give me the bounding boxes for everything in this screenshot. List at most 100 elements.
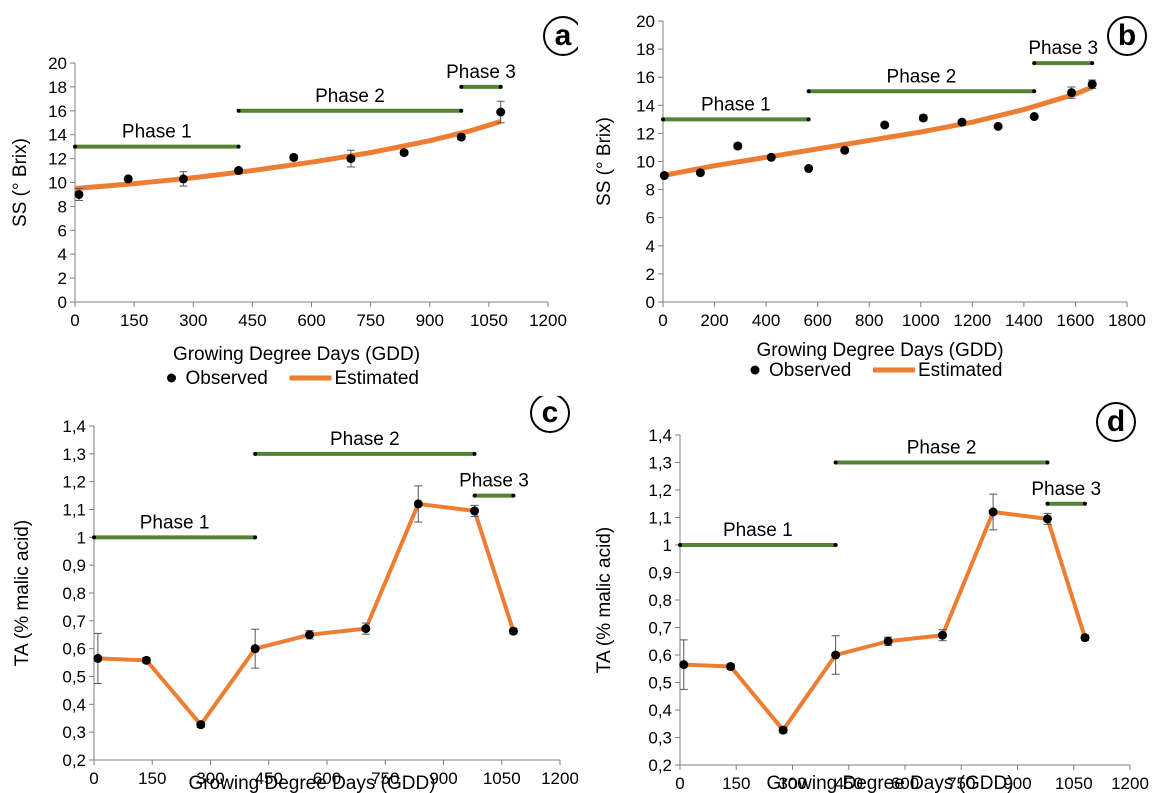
y-tick-label: 1,4 bbox=[648, 426, 672, 445]
y-tick-label: 4 bbox=[58, 245, 67, 264]
x-tick-label: 1600 bbox=[1057, 311, 1095, 330]
panel-badge bbox=[1107, 16, 1147, 56]
y-axis-title: SS (° Brix) bbox=[10, 138, 31, 227]
y-tick-label: 1,3 bbox=[648, 454, 672, 473]
observed-point bbox=[399, 148, 409, 158]
y-tick-label: 20 bbox=[636, 12, 655, 31]
phase-bar-end bbox=[511, 493, 516, 498]
x-tick-label: 150 bbox=[722, 774, 750, 793]
estimated-curve bbox=[662, 84, 1094, 179]
observed-point bbox=[456, 132, 466, 142]
x-tick-label: 1050 bbox=[470, 311, 508, 330]
observed-point bbox=[804, 164, 814, 174]
phase-bar-end bbox=[661, 117, 665, 122]
x-tick-label: 600 bbox=[313, 769, 341, 788]
observed-point bbox=[938, 630, 947, 640]
y-axis-title: SS (° Brix) bbox=[594, 117, 615, 206]
x-tick-label: 800 bbox=[855, 311, 883, 330]
y-tick-label: 6 bbox=[58, 221, 67, 240]
y-tick-label: 1,2 bbox=[648, 481, 672, 500]
y-tick-label: 1,1 bbox=[648, 509, 672, 528]
y-tick-label: 10 bbox=[48, 174, 67, 193]
phase-bar-end bbox=[472, 493, 477, 498]
phase-label-1: Phase 1 bbox=[723, 520, 793, 541]
y-tick-label: 0,8 bbox=[62, 584, 86, 603]
y-tick-label: 8 bbox=[58, 197, 67, 216]
observed-point bbox=[1067, 88, 1077, 98]
observed-point bbox=[918, 113, 928, 123]
y-tick-label: 1,3 bbox=[62, 445, 86, 464]
observed-point bbox=[470, 506, 480, 516]
x-tick-label: 900 bbox=[416, 311, 444, 330]
phase-label-3: Phase 3 bbox=[1028, 38, 1098, 59]
phase-bar-end bbox=[498, 84, 503, 89]
x-tick-label: 300 bbox=[778, 774, 806, 793]
legend-estimated-label: Estimated bbox=[335, 368, 419, 389]
x-tick-label: 750 bbox=[356, 311, 384, 330]
x-tick-label: 150 bbox=[138, 769, 166, 788]
x-tick-label: 0 bbox=[658, 311, 667, 330]
x-tick-label: 1050 bbox=[1055, 774, 1093, 793]
y-axis-title: TA (% malic acid) bbox=[12, 520, 33, 666]
y-tick-label: 1 bbox=[77, 528, 86, 547]
y-tick-label: 0,9 bbox=[62, 556, 86, 575]
phase-label-2: Phase 2 bbox=[887, 66, 957, 87]
y-tick-label: 0,3 bbox=[62, 723, 86, 742]
x-tick-label: 600 bbox=[803, 311, 831, 330]
panel-d: 0,2 0,3 0,4 0,5 0,6 0,7 0,8 0,9 1 1,1 1,2 1,3 1,4 0 15… bbox=[578, 396, 1156, 793]
observed-point bbox=[766, 152, 776, 162]
y-tick-label: 2 bbox=[58, 269, 67, 288]
y-tick-label: 10 bbox=[636, 153, 655, 172]
x-tick-label: 300 bbox=[196, 769, 224, 788]
phase-label-1: Phase 1 bbox=[701, 94, 771, 115]
legend-estimated-label: Estimated bbox=[918, 360, 1002, 381]
phase-bar-end bbox=[472, 451, 477, 456]
phase-bar-end bbox=[806, 117, 811, 122]
y-tick-label: 0,8 bbox=[648, 591, 672, 610]
panel-letter: a bbox=[555, 19, 572, 52]
phase-label-2: Phase 2 bbox=[907, 438, 977, 459]
chart-c: 0,2 0,3 0,4 0,5 0,6 0,7 0,8 0,9 1 1,1 1,2 1,3 1,4 0 15… bbox=[12, 396, 578, 793]
y-tick-label: 16 bbox=[48, 102, 67, 121]
observed-point bbox=[123, 174, 133, 184]
x-tick-label: 1050 bbox=[483, 769, 521, 788]
panel-a: 0 2 4 6 8 10 12 14 16 18 20 0 150 300 450 600 750 900 1050… bbox=[0, 0, 578, 396]
x-tick-label: 450 bbox=[835, 774, 863, 793]
observed-point bbox=[988, 507, 998, 517]
observed-point bbox=[250, 644, 260, 654]
chart-d: 0,2 0,3 0,4 0,5 0,6 0,7 0,8 0,9 1 1,1 1,2 1,3 1,4 0 15… bbox=[594, 402, 1149, 793]
x-tick-label: 900 bbox=[429, 769, 457, 788]
y-tick-label: 16 bbox=[636, 68, 655, 87]
phase-bar-end bbox=[1045, 460, 1050, 465]
x-axis-title: Growing Degree Days (GDD) bbox=[756, 340, 1003, 361]
x-tick-label: 450 bbox=[255, 769, 283, 788]
x-tick-label: 1800 bbox=[1108, 311, 1146, 330]
chart-a: 0 2 4 6 8 10 12 14 16 18 20 0 150 300 450 600 750 900 1050… bbox=[10, 16, 578, 389]
observed-point bbox=[413, 499, 423, 509]
panel-letter: d bbox=[1107, 405, 1125, 438]
y-tick-label: 0,5 bbox=[648, 674, 672, 693]
phase-bar-end bbox=[678, 543, 682, 547]
observed-point bbox=[659, 171, 669, 181]
phase-bar-end bbox=[833, 543, 838, 547]
y-tick-label: 0,4 bbox=[648, 701, 672, 720]
observed-point bbox=[361, 624, 371, 634]
x-axis-title: Growing Degree Days (GDD) bbox=[173, 344, 420, 365]
observed-point bbox=[141, 655, 151, 665]
phase-bar-end bbox=[1045, 501, 1050, 506]
observed-point bbox=[840, 145, 850, 155]
observed-point bbox=[993, 121, 1003, 131]
phase-bar-end bbox=[236, 108, 241, 113]
observed-point bbox=[196, 720, 206, 730]
x-axis-title: Growing Degree Days (GDD) bbox=[188, 773, 435, 793]
observed-point bbox=[1043, 514, 1052, 524]
phase-bar-end bbox=[459, 108, 464, 113]
observed-point bbox=[508, 626, 518, 636]
observed-point bbox=[346, 154, 356, 164]
legend-observed-label: Observed bbox=[186, 368, 268, 389]
phase-bar-end bbox=[1090, 61, 1095, 66]
x-tick-label: 450 bbox=[238, 311, 266, 330]
phase-bar-end bbox=[253, 451, 258, 456]
y-tick-label: 2 bbox=[646, 265, 655, 284]
